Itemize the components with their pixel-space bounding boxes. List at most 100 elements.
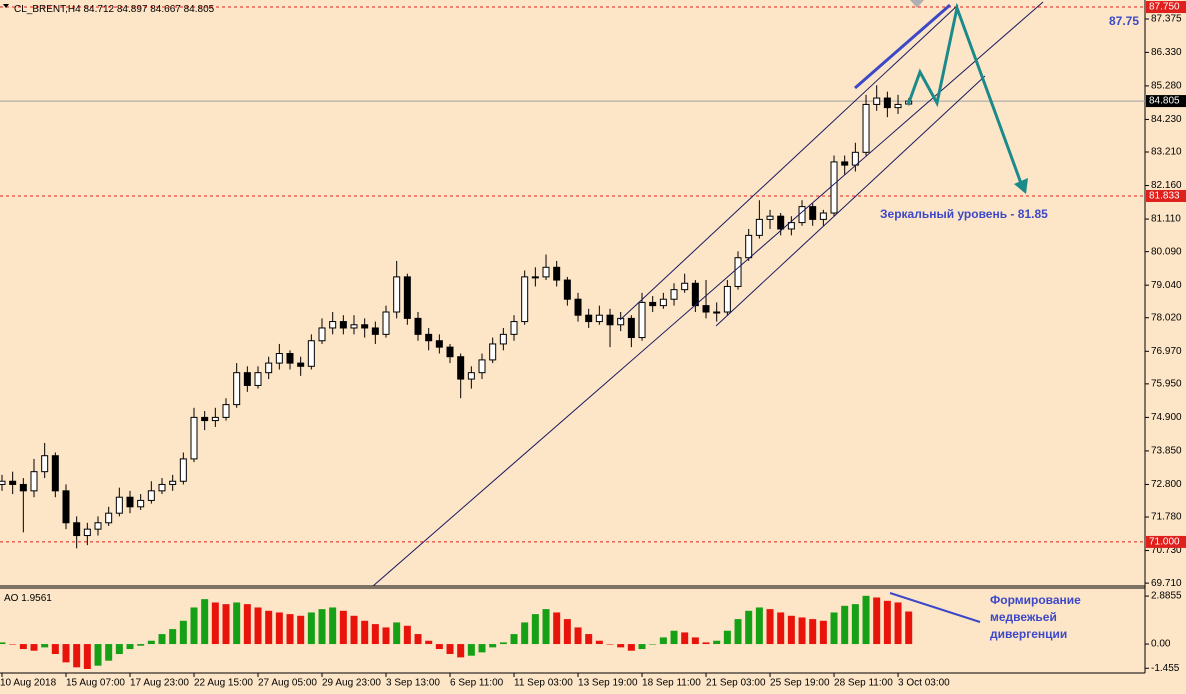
ao-bar bbox=[478, 644, 486, 653]
level-label-box bbox=[1146, 95, 1186, 108]
candle-body bbox=[606, 314, 614, 326]
candle-body bbox=[435, 340, 443, 348]
candle-body bbox=[510, 321, 518, 335]
ao-bar bbox=[403, 625, 411, 645]
candle-body bbox=[169, 480, 177, 485]
y-tick-label: 79.040 bbox=[1151, 280, 1182, 291]
ao-bar bbox=[723, 630, 731, 645]
candle-body bbox=[286, 353, 294, 364]
ao-bar bbox=[9, 644, 17, 645]
y-tick-label: 87.375 bbox=[1151, 14, 1182, 25]
ao-bar bbox=[585, 634, 593, 645]
candle-body bbox=[211, 416, 219, 422]
ao-bar bbox=[670, 630, 678, 645]
y-tick-label: 69.710 bbox=[1151, 578, 1182, 589]
y-tick-label: 78.020 bbox=[1151, 312, 1182, 323]
ao-bar bbox=[435, 644, 443, 650]
ao-bar bbox=[73, 644, 81, 668]
y-tick-label: 81.110 bbox=[1151, 214, 1181, 225]
divergence-note: медвежьей bbox=[990, 610, 1057, 624]
indicator-value: 1.9561 bbox=[21, 593, 52, 604]
indicator-tick-label: 0.00 bbox=[1151, 639, 1171, 650]
x-tick-label: 11 Sep 03:00 bbox=[514, 678, 573, 689]
candle-body bbox=[329, 321, 337, 329]
level-label: 84.805 bbox=[1149, 96, 1180, 107]
candle-body bbox=[222, 404, 230, 418]
ao-bar bbox=[169, 629, 177, 645]
ao-bar bbox=[819, 620, 827, 645]
candle-body bbox=[819, 212, 827, 220]
candle-body bbox=[201, 416, 209, 422]
ao-bar bbox=[371, 624, 379, 645]
ao-bar bbox=[830, 612, 838, 645]
candle-body bbox=[894, 103, 902, 109]
candle-body bbox=[862, 103, 870, 153]
x-tick-label: 21 Sep 03:00 bbox=[706, 678, 766, 689]
ao-bar bbox=[19, 644, 27, 650]
x-tick-label: 17 Aug 23:00 bbox=[130, 678, 189, 689]
candle-body bbox=[83, 528, 91, 537]
ao-bar bbox=[62, 644, 70, 663]
candle-body bbox=[73, 522, 81, 537]
candle-body bbox=[371, 327, 379, 335]
y-tick-label: 70.730 bbox=[1151, 545, 1182, 556]
indicator-tick-label: -1.455 bbox=[1151, 663, 1180, 674]
candle-body bbox=[115, 496, 123, 514]
ao-bar bbox=[766, 609, 774, 645]
candle-body bbox=[595, 314, 603, 323]
ao-bar bbox=[798, 617, 806, 645]
ao-bar bbox=[531, 614, 539, 645]
x-tick-label: 10 Aug 2018 bbox=[0, 678, 57, 689]
ao-bar bbox=[841, 605, 849, 645]
ao-bar bbox=[414, 634, 422, 645]
ao-bar bbox=[297, 615, 305, 645]
ao-bar bbox=[201, 599, 209, 645]
ao-bar bbox=[542, 609, 550, 645]
candle-body bbox=[158, 483, 166, 492]
ohlc-value: 84.712 bbox=[83, 4, 114, 15]
ohlc-value: 84.897 bbox=[117, 4, 148, 15]
candle-body bbox=[467, 372, 475, 380]
candle-body bbox=[627, 317, 635, 339]
ao-bar bbox=[126, 644, 134, 650]
ao-bar bbox=[617, 644, 625, 648]
candle-body bbox=[777, 215, 785, 230]
candle-body bbox=[339, 321, 347, 329]
x-tick-label: 25 Sep 19:00 bbox=[770, 678, 830, 689]
ao-bar bbox=[638, 644, 646, 650]
ao-bar bbox=[275, 612, 283, 645]
ao-bar bbox=[702, 642, 710, 645]
symbol: CL_BRENT,H4 bbox=[14, 4, 81, 15]
candle-body bbox=[297, 362, 305, 367]
annotation: Зеркальный уровень - 81.85 bbox=[880, 207, 1048, 221]
ao-bar bbox=[190, 607, 198, 645]
y-tick-label: 71.780 bbox=[1151, 512, 1182, 523]
candle-body bbox=[414, 317, 422, 335]
ao-bar bbox=[574, 627, 582, 645]
ao-bar bbox=[681, 632, 689, 645]
level-label: 87.750 bbox=[1149, 2, 1180, 13]
divergence-line bbox=[854, 3, 951, 90]
trend-line bbox=[372, 1, 1044, 587]
y-tick-label: 82.160 bbox=[1151, 180, 1182, 191]
ao-bar bbox=[339, 610, 347, 645]
x-tick-label: 29 Aug 23:00 bbox=[322, 678, 381, 689]
candle-body bbox=[446, 346, 454, 358]
candle-body bbox=[713, 311, 721, 314]
channel-upper bbox=[619, 4, 959, 321]
ao-bar bbox=[179, 620, 187, 645]
candle-body bbox=[478, 359, 486, 374]
ao-bar bbox=[105, 644, 113, 661]
ao-bar bbox=[510, 634, 518, 645]
x-tick-label: 22 Aug 15:00 bbox=[194, 678, 253, 689]
indicator-name: AO bbox=[4, 593, 19, 604]
candle-body bbox=[617, 317, 625, 326]
marker bbox=[3, 4, 9, 8]
y-tick-label: 74.900 bbox=[1151, 412, 1182, 423]
candle-body bbox=[403, 276, 411, 319]
candle-body bbox=[681, 282, 689, 291]
y-tick-label: 80.090 bbox=[1151, 246, 1182, 257]
